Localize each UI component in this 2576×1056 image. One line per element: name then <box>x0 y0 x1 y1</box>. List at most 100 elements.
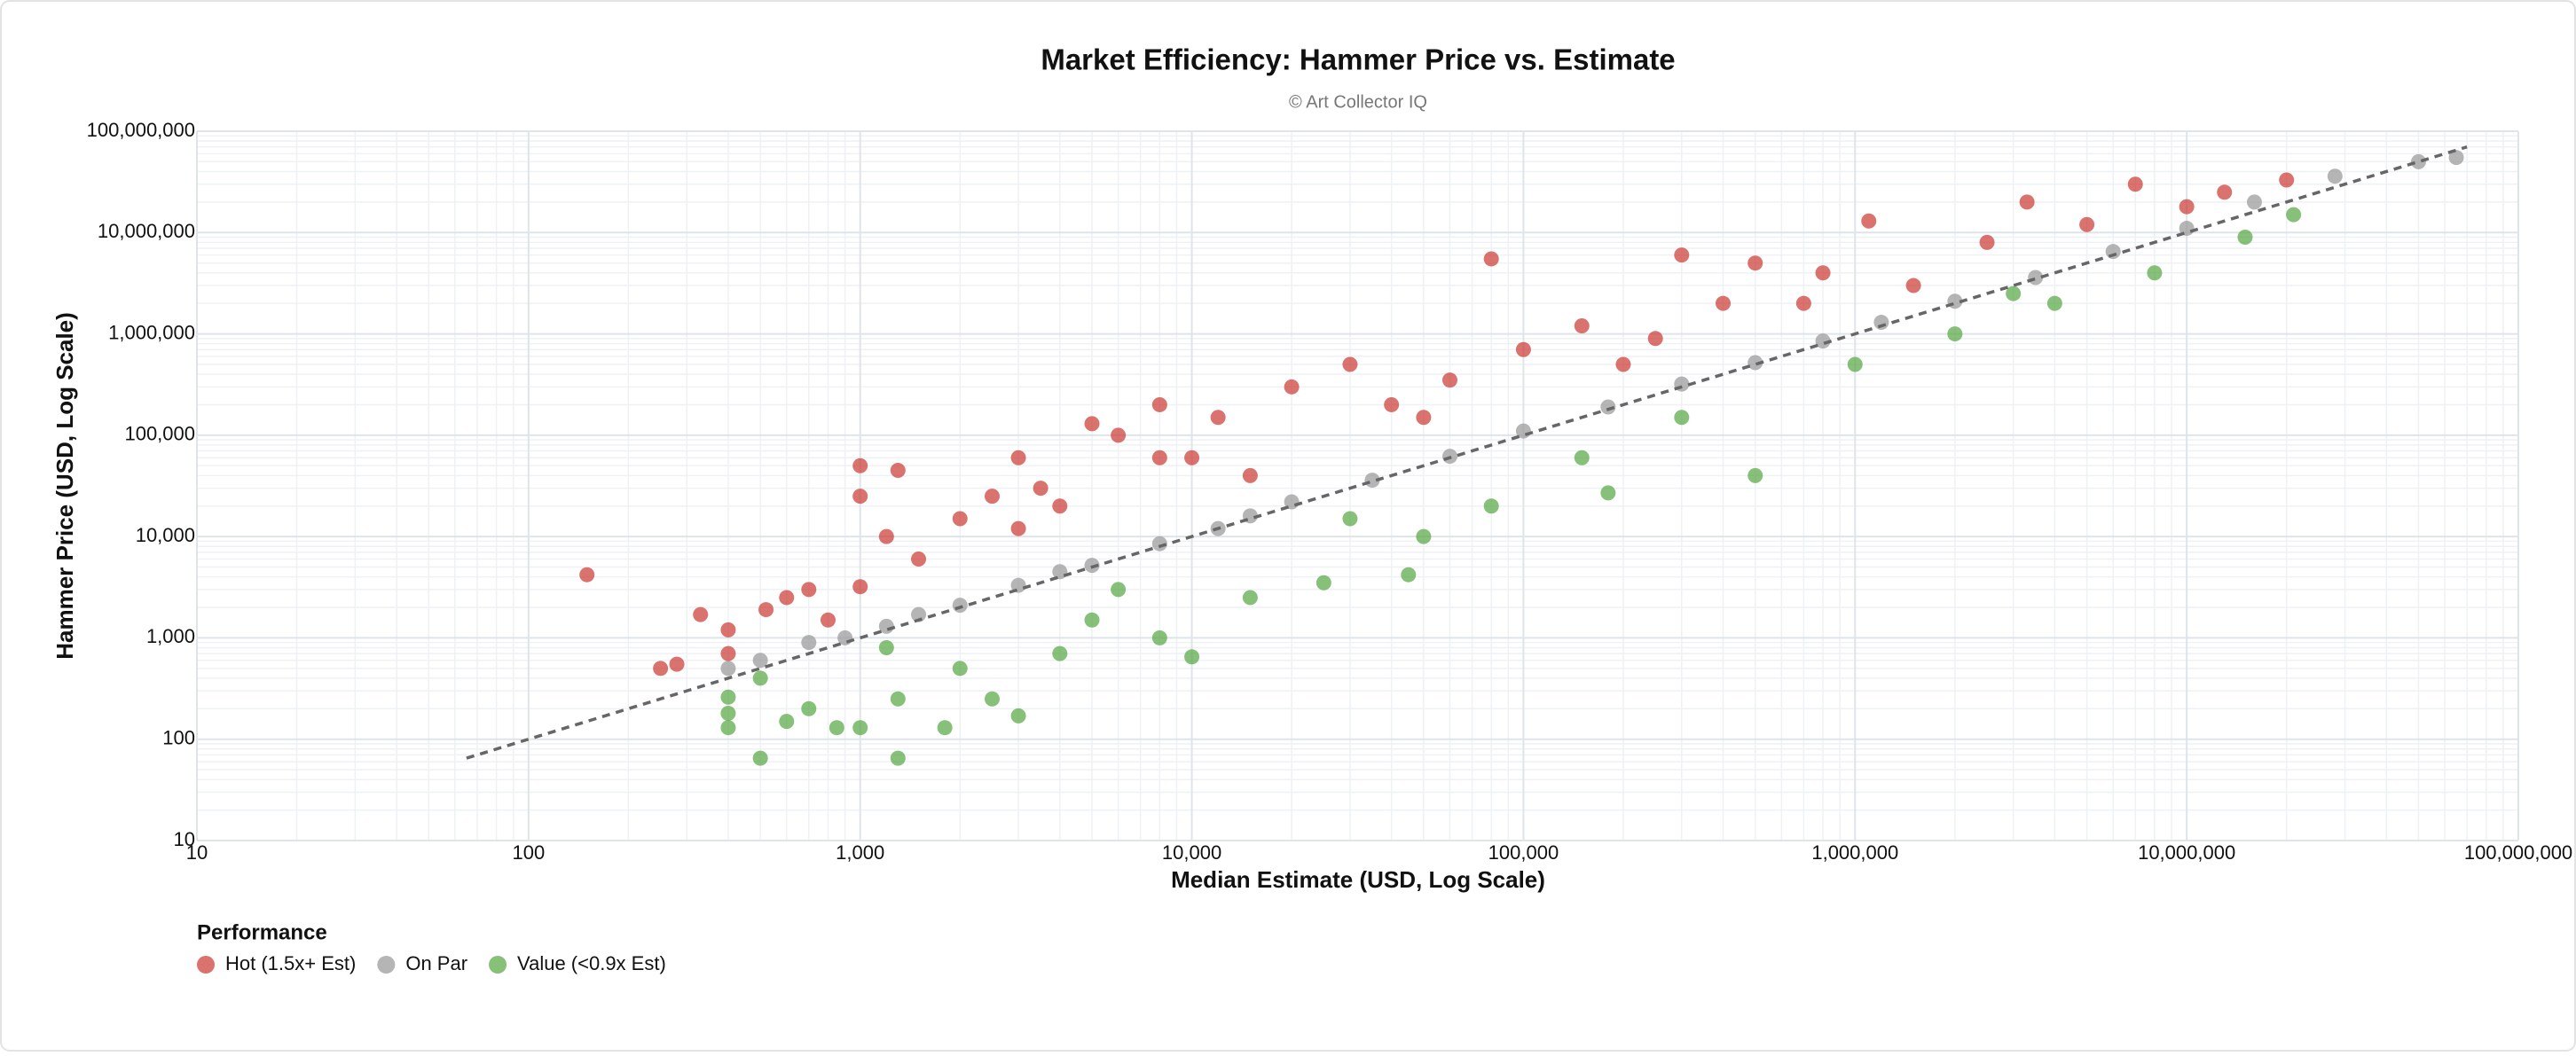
data-point <box>1747 355 1763 371</box>
data-point <box>1342 356 1358 372</box>
data-point <box>801 700 817 716</box>
data-point <box>1151 396 1167 412</box>
data-point <box>852 489 868 505</box>
data-point <box>2046 295 2062 311</box>
chart-subtitle: © Art Collector IQ <box>1289 92 1427 112</box>
data-point <box>2105 244 2121 260</box>
x-tick-label: 10 <box>186 841 208 864</box>
y-axis-title: Hammer Price (USD, Log Scale) <box>51 312 78 660</box>
data-point <box>752 750 768 766</box>
data-point <box>1184 649 1200 665</box>
x-tick-label: 10,000,000 <box>2138 841 2235 864</box>
y-tick-label: 100,000,000 <box>87 119 195 141</box>
y-tick-label: 100,000 <box>124 423 195 445</box>
x-tick-label: 100,000 <box>1488 841 1559 864</box>
data-point <box>1401 567 1417 583</box>
data-point <box>911 551 927 567</box>
data-point <box>2410 153 2426 169</box>
data-point <box>2327 168 2343 184</box>
data-point <box>752 653 768 669</box>
data-point <box>1010 450 1026 465</box>
data-point <box>911 606 927 622</box>
data-point <box>1574 450 1590 465</box>
data-point <box>984 489 1000 505</box>
data-point <box>1674 410 1690 426</box>
legend-swatch <box>489 956 507 974</box>
data-point <box>720 720 736 736</box>
data-point <box>1111 427 1127 443</box>
y-tick-label: 1,000 <box>146 625 195 647</box>
data-point <box>720 622 736 638</box>
data-point <box>693 606 709 622</box>
data-point <box>1905 278 1921 293</box>
data-point <box>720 689 736 705</box>
data-point <box>852 579 868 595</box>
data-point <box>1384 396 1400 412</box>
legend-label: Hot (1.5x+ Est) <box>225 952 356 974</box>
data-point <box>1010 520 1026 536</box>
data-point <box>1873 315 1889 331</box>
data-point <box>2179 199 2195 215</box>
data-point <box>779 714 795 730</box>
data-point <box>890 750 906 766</box>
data-point <box>1242 467 1258 483</box>
data-point <box>720 661 736 677</box>
data-point <box>1242 590 1258 606</box>
data-point <box>2147 265 2163 281</box>
x-tick-label: 100,000,000 <box>2464 841 2572 864</box>
data-point <box>820 612 836 628</box>
data-point <box>852 720 868 736</box>
data-point <box>1052 498 1068 514</box>
data-point <box>1010 708 1026 724</box>
data-point <box>890 462 906 478</box>
data-point <box>1342 511 1358 527</box>
data-point <box>1084 416 1100 432</box>
data-point <box>1815 333 1831 349</box>
y-tick-label: 10 <box>174 828 195 850</box>
data-point <box>2279 172 2295 188</box>
legend-title: Performance <box>197 920 327 944</box>
x-tick-label: 10,000 <box>1162 841 1221 864</box>
data-point <box>1979 234 1995 250</box>
data-point <box>1747 255 1763 271</box>
data-point <box>1151 630 1167 645</box>
data-point <box>1184 450 1200 465</box>
y-tick-label: 10,000 <box>136 524 195 546</box>
data-point <box>2006 286 2022 301</box>
data-point <box>1151 450 1167 465</box>
data-point <box>752 670 768 686</box>
data-point <box>952 598 968 614</box>
data-point <box>2028 270 2044 286</box>
data-point <box>1600 399 1616 415</box>
data-point <box>852 458 868 473</box>
legend-swatch <box>197 956 215 974</box>
data-point <box>1111 582 1127 598</box>
data-point <box>801 635 817 651</box>
data-point <box>1084 558 1100 574</box>
y-tick-label: 100 <box>162 727 195 749</box>
data-point <box>1574 318 1590 334</box>
data-point <box>1033 481 1048 497</box>
legend-label: On Par <box>405 952 467 974</box>
data-point <box>1615 356 1631 372</box>
data-point <box>2217 184 2233 200</box>
data-point <box>878 528 894 544</box>
data-point <box>1052 645 1068 661</box>
y-tick-label: 10,000,000 <box>98 220 195 242</box>
data-point <box>1052 564 1068 580</box>
data-point <box>829 720 844 736</box>
data-point <box>878 640 894 656</box>
data-point <box>720 645 736 661</box>
data-point <box>579 567 595 583</box>
data-point <box>1483 251 1499 267</box>
data-point <box>2237 230 2253 246</box>
data-point <box>758 602 774 618</box>
x-axis-title: Median Estimate (USD, Log Scale) <box>1171 866 1545 893</box>
data-point <box>1483 498 1499 514</box>
data-point <box>801 582 817 598</box>
data-point <box>2448 150 2464 166</box>
data-point <box>2127 176 2143 192</box>
legend-label: Value (<0.9x Est) <box>517 952 666 974</box>
